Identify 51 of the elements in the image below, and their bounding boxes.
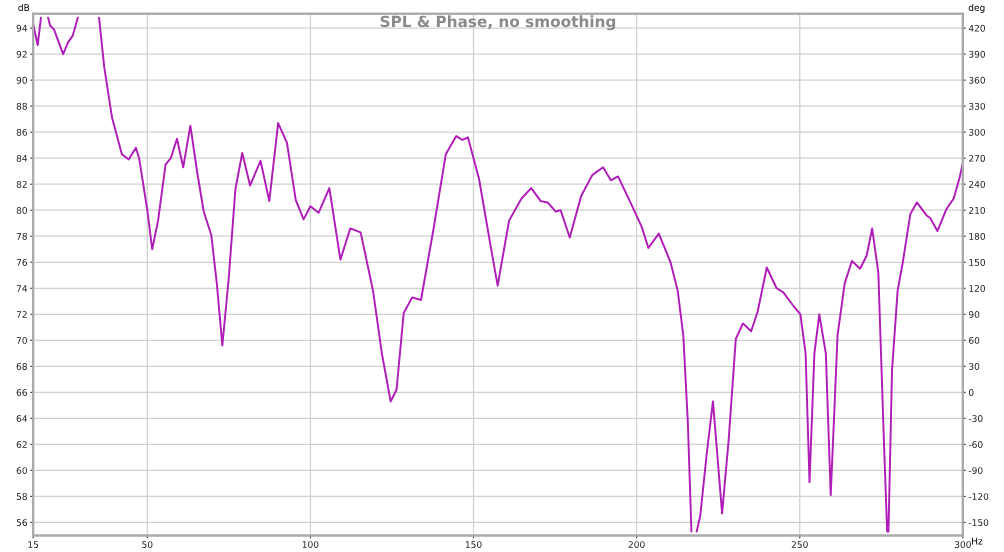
y2-tick-label: 330	[969, 102, 986, 110]
y2-tick-label: 90	[968, 311, 980, 318]
y-tick-label: 76	[16, 258, 28, 266]
y2-tick-label: 390	[969, 50, 986, 58]
y2-tick-label: 30	[969, 363, 980, 370]
y2-tick-label: -120	[968, 493, 989, 500]
y-tick-label: 64	[16, 415, 28, 422]
y2-tick-label: 120	[969, 285, 986, 292]
y2-tick-label: 240	[969, 180, 986, 188]
y-tick-label: 86	[16, 128, 28, 136]
y2-tick-label: 420	[968, 24, 986, 32]
x-tick-label: 100	[302, 541, 319, 548]
y-tick-label: 62	[16, 441, 27, 448]
y2-tick-label: 150	[969, 258, 986, 266]
y2-tick-label: -90	[968, 467, 983, 474]
y-tick-label: 56	[16, 519, 28, 526]
x-tick-label: 250	[791, 541, 808, 548]
y2-tick-label: 300	[969, 128, 986, 136]
y2-tick-label: -60	[968, 441, 983, 448]
y-tick-label: 94	[16, 24, 28, 32]
y-tick-label: 80	[16, 206, 27, 214]
y-tick-label: 88	[16, 102, 27, 110]
y2-tick-label: 210	[969, 206, 986, 214]
y2-tick-label: 180	[969, 232, 986, 240]
y2-tick-label: 360	[969, 76, 986, 84]
y-tick-label: 58	[16, 493, 27, 500]
y-tick-label: 72	[16, 311, 27, 318]
y2-tick-label: 0	[968, 389, 974, 396]
y-tick-label: 92	[16, 50, 27, 58]
x-tick-label: 50	[142, 541, 153, 548]
y-tick-label: 84	[16, 154, 28, 162]
x-axis-title: Hz	[972, 537, 983, 545]
y2-tick-label: -150	[968, 519, 989, 526]
y-tick-label: 78	[16, 232, 27, 240]
y-tick-label: 70	[16, 337, 27, 344]
x-tick-label: 200	[628, 541, 645, 548]
chart-title: SPL & Phase, no smoothing	[380, 15, 616, 31]
x-tick-label: 15	[28, 541, 39, 548]
y-tick-label: 60	[16, 467, 27, 474]
x-tick-label: 150	[465, 541, 482, 548]
y2-tick-label: 270	[969, 154, 986, 162]
y-tick-label: 82	[16, 180, 27, 188]
y-tick-label: 68	[16, 363, 27, 370]
y2-tick-label: 60	[969, 337, 980, 344]
y-tick-label: 90	[16, 76, 27, 84]
y-tick-label: 66	[16, 389, 28, 396]
y2-axis-title: deg	[968, 4, 985, 13]
y-tick-label: 74	[16, 285, 28, 292]
y-axis-title: dB	[18, 4, 30, 12]
y2-tick-label: -30	[968, 415, 983, 422]
x-tick-label: 300	[954, 541, 971, 548]
